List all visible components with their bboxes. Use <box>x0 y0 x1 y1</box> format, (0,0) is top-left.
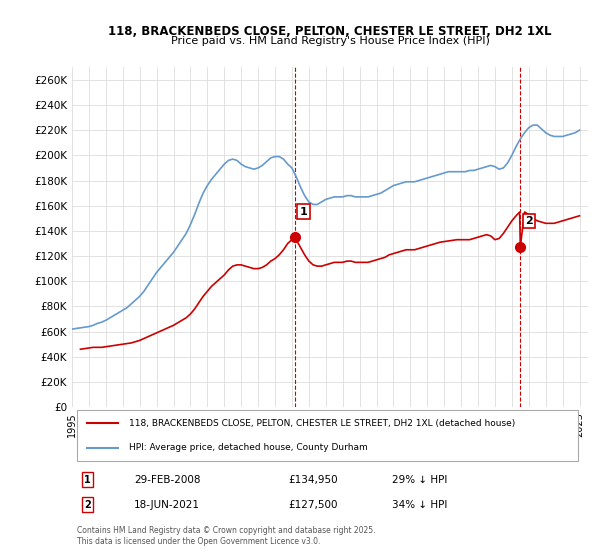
Text: £134,950: £134,950 <box>289 475 338 484</box>
Text: 1: 1 <box>84 475 91 484</box>
Text: 1: 1 <box>300 207 307 217</box>
Text: Contains HM Land Registry data © Crown copyright and database right 2025.
This d: Contains HM Land Registry data © Crown c… <box>77 526 376 545</box>
Text: 29% ↓ HPI: 29% ↓ HPI <box>392 475 447 484</box>
Text: 118, BRACKENBEDS CLOSE, PELTON, CHESTER LE STREET, DH2 1XL: 118, BRACKENBEDS CLOSE, PELTON, CHESTER … <box>108 25 552 38</box>
Text: 18-JUN-2021: 18-JUN-2021 <box>134 500 200 510</box>
Text: Price paid vs. HM Land Registry's House Price Index (HPI): Price paid vs. HM Land Registry's House … <box>170 36 490 46</box>
Text: 2: 2 <box>84 500 91 510</box>
Text: £127,500: £127,500 <box>289 500 338 510</box>
Text: 118, BRACKENBEDS CLOSE, PELTON, CHESTER LE STREET, DH2 1XL (detached house): 118, BRACKENBEDS CLOSE, PELTON, CHESTER … <box>129 418 515 427</box>
FancyBboxPatch shape <box>77 410 578 461</box>
Text: 2: 2 <box>525 216 532 226</box>
Text: 34% ↓ HPI: 34% ↓ HPI <box>392 500 447 510</box>
Text: 29-FEB-2008: 29-FEB-2008 <box>134 475 200 484</box>
Text: HPI: Average price, detached house, County Durham: HPI: Average price, detached house, Coun… <box>129 444 368 452</box>
